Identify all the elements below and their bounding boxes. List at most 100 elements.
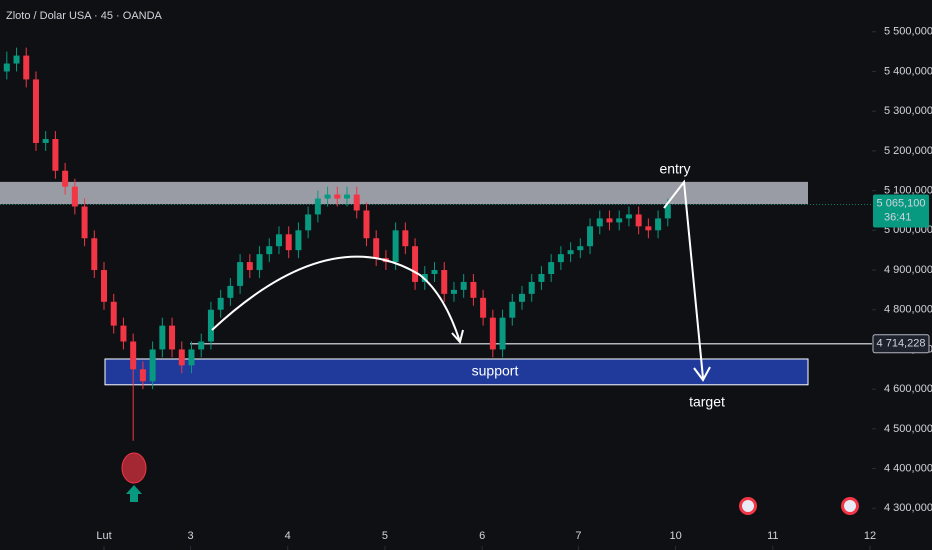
candle-body bbox=[101, 270, 108, 302]
candle-body bbox=[217, 297, 224, 310]
candle-body bbox=[460, 281, 467, 290]
candle-body bbox=[198, 341, 205, 350]
candle-body bbox=[314, 198, 321, 215]
candle-body bbox=[237, 262, 244, 286]
candle-body bbox=[32, 79, 39, 143]
candle-body bbox=[246, 262, 253, 271]
candle-body bbox=[149, 349, 156, 382]
x-tick-label: Lut bbox=[96, 530, 111, 542]
x-tick-label: 4 bbox=[285, 530, 291, 542]
y-tick-label: 5 500,000 bbox=[884, 26, 932, 38]
event-flag-inner bbox=[742, 500, 754, 512]
candle-body bbox=[489, 317, 496, 350]
zone bbox=[104, 358, 809, 386]
candle-body bbox=[207, 309, 214, 342]
zone-label: support bbox=[472, 363, 519, 379]
x-tick-label: 10 bbox=[669, 530, 681, 542]
candle-body bbox=[577, 246, 584, 251]
candle-body bbox=[266, 246, 273, 255]
curve-arrow bbox=[211, 255, 461, 343]
candle-body bbox=[178, 349, 185, 366]
candle-body bbox=[334, 194, 341, 199]
candle-body bbox=[373, 238, 380, 259]
x-tick-label: 12 bbox=[864, 530, 876, 542]
y-tick-label: 5 400,000 bbox=[884, 65, 932, 77]
candle-body bbox=[256, 254, 263, 271]
candle-body bbox=[275, 234, 282, 247]
candle-body bbox=[42, 138, 49, 143]
candle-body bbox=[587, 226, 594, 247]
x-tick-label: 5 bbox=[382, 530, 388, 542]
candle-body bbox=[295, 230, 302, 251]
candle-body bbox=[392, 230, 399, 263]
candle-body bbox=[130, 341, 137, 370]
annotation: target bbox=[689, 394, 725, 410]
curve-arrow-head bbox=[451, 329, 464, 345]
event-flag-inner bbox=[844, 500, 856, 512]
candle-body bbox=[596, 218, 603, 227]
candle-body bbox=[664, 204, 671, 219]
candle-body bbox=[227, 285, 234, 298]
candle-body bbox=[91, 238, 98, 271]
y-tick-label: 5 200,000 bbox=[884, 145, 932, 157]
candle-body bbox=[635, 214, 642, 227]
candle-body bbox=[470, 281, 477, 298]
candle-body bbox=[645, 226, 652, 231]
candle-body bbox=[120, 325, 127, 342]
candle-body bbox=[548, 262, 555, 274]
entry-arrow bbox=[663, 179, 704, 379]
candle-body bbox=[62, 170, 69, 187]
x-tick-label: 11 bbox=[767, 530, 778, 542]
y-tick-label: 5 100,000 bbox=[884, 185, 932, 197]
candle-body bbox=[363, 210, 370, 239]
candle-body bbox=[480, 297, 487, 318]
y-tick-label: 4 600,000 bbox=[884, 383, 932, 395]
candle-body bbox=[13, 55, 20, 64]
x-tick-label: 3 bbox=[187, 530, 193, 542]
y-tick-label: 4 500,000 bbox=[884, 423, 932, 435]
candle-body bbox=[538, 274, 545, 282]
last-price-label: 5 065,100 bbox=[877, 197, 926, 209]
zone bbox=[0, 181, 808, 205]
candle-body bbox=[52, 138, 59, 171]
candle-body bbox=[305, 214, 312, 231]
candle-body bbox=[353, 194, 360, 211]
y-tick-label: 4 900,000 bbox=[884, 264, 932, 276]
candle-body bbox=[188, 349, 195, 366]
candle-body bbox=[431, 270, 438, 274]
candle-body bbox=[81, 206, 88, 239]
candle-body bbox=[159, 325, 166, 350]
chart-title: Zloto / Dolar USA · 45 · OANDA bbox=[6, 10, 163, 22]
candle-body bbox=[625, 214, 632, 219]
annotation: entry bbox=[659, 161, 690, 177]
candle-body bbox=[441, 270, 448, 294]
price-line-label: 4 714,228 bbox=[877, 338, 926, 350]
price-line-tag bbox=[872, 334, 930, 354]
candle-body bbox=[528, 281, 535, 294]
candle-body bbox=[499, 317, 506, 350]
entry-arrow-head bbox=[693, 366, 711, 382]
candle-body bbox=[557, 254, 564, 263]
candle-body bbox=[324, 194, 331, 199]
y-tick-label: 4 400,000 bbox=[884, 462, 932, 474]
candle-body bbox=[606, 218, 613, 223]
up-arrow-icon bbox=[126, 485, 142, 502]
candle-body bbox=[402, 230, 409, 247]
candle-body bbox=[110, 301, 117, 326]
candle-body bbox=[139, 369, 146, 382]
x-tick-label: 6 bbox=[479, 530, 485, 542]
candle-body bbox=[344, 194, 351, 199]
highlight-circle bbox=[121, 452, 147, 484]
y-tick-label: 4 300,000 bbox=[884, 502, 932, 514]
candle-body bbox=[71, 186, 78, 207]
candle-body bbox=[567, 250, 574, 255]
candle-body bbox=[509, 301, 516, 318]
y-tick-label: 5 300,000 bbox=[884, 105, 932, 117]
candle-body bbox=[616, 218, 623, 223]
candle-body bbox=[285, 234, 292, 251]
candle-body bbox=[3, 63, 10, 72]
last-price-countdown: 36:41 bbox=[884, 211, 912, 223]
